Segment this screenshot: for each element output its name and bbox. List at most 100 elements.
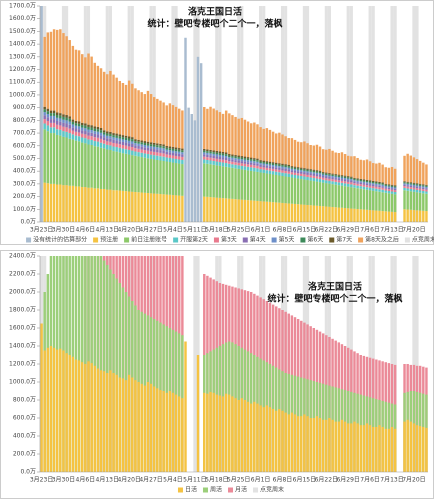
bar-segment: [268, 129, 272, 162]
bar-segment: [171, 195, 175, 222]
bar-segment: [243, 163, 247, 167]
bar: [372, 427, 375, 472]
bar-segment: [372, 163, 375, 181]
bar-segment: [249, 162, 253, 165]
bar-segment: [412, 210, 416, 222]
bar: [134, 380, 137, 472]
bar-segment: [387, 186, 391, 188]
bar-segment: [118, 138, 122, 142]
bar-segment: [96, 131, 100, 135]
bar-segment: [278, 167, 281, 170]
bar-segment: [81, 125, 84, 128]
bar-segment: [218, 112, 222, 152]
bar-segment: [237, 160, 240, 163]
bar-segment: [140, 192, 143, 222]
bar-segment: [309, 205, 312, 222]
bar-segment: [368, 184, 372, 186]
bar-segment: [224, 166, 228, 199]
bar-segment: [84, 123, 87, 126]
chart-subtitle: 统计：壁吧专楼吧个二个一，落枫: [147, 18, 282, 30]
bar-segment: [425, 184, 428, 186]
bar-segment: [93, 126, 96, 129]
bar-segment: [49, 113, 53, 116]
bar-segment: [328, 175, 331, 178]
bar-segment: [372, 181, 375, 184]
y-tick-label: 1200.0万: [9, 361, 36, 368]
bar-segment: [278, 166, 281, 168]
legend-swatch: [177, 487, 183, 493]
bar: [259, 405, 262, 472]
bar-segment: [190, 114, 193, 222]
bar-segment: [81, 127, 84, 131]
bar-segment: [115, 147, 118, 152]
bar-segment: [156, 143, 159, 146]
bar-segment: [365, 189, 369, 210]
bar-segment: [228, 198, 231, 222]
bar-segment: [415, 184, 419, 186]
bar: [393, 428, 397, 472]
bar-segment: [256, 171, 259, 201]
bar-segment: [162, 150, 165, 154]
bar-segment: [422, 189, 425, 191]
bar-segment: [87, 144, 90, 188]
bar-segment: [134, 141, 137, 144]
bar: [55, 349, 59, 472]
bar: [59, 348, 62, 472]
bar-segment: [368, 185, 372, 188]
bar-segment: [143, 192, 147, 222]
bar-segment: [253, 165, 256, 168]
bar-segment: [212, 152, 215, 154]
bar-segment: [287, 169, 290, 172]
bar-segment: [293, 169, 297, 171]
bar-segment: [168, 103, 172, 147]
bar: [115, 374, 118, 472]
bar-segment: [275, 174, 278, 203]
bar-segment: [340, 185, 344, 208]
bar-segment: [168, 194, 172, 222]
y-tick-label: 0.0万: [20, 219, 36, 226]
bar-segment: [93, 128, 96, 132]
y-tick-label: 1700.0万: [9, 3, 36, 10]
bar: [315, 416, 319, 472]
bar-segment: [228, 161, 231, 164]
bar-segment: [393, 194, 397, 213]
bar-segment: [409, 187, 413, 189]
bar-segment: [409, 185, 413, 188]
bar: [46, 347, 50, 472]
bar-segment: [181, 159, 184, 165]
bar-segment: [203, 159, 206, 164]
bar-segment: [240, 199, 244, 222]
bar-segment: [137, 192, 140, 222]
bar-segment: [403, 182, 406, 184]
bar-segment: [312, 205, 316, 222]
bar-segment: [165, 149, 168, 152]
bar: [77, 360, 81, 472]
bar-segment: [49, 115, 53, 120]
bar-segment: [384, 211, 387, 222]
bar: [174, 394, 178, 472]
bar-segment: [422, 185, 425, 187]
bar-segment: [334, 176, 337, 179]
bar-segment: [109, 131, 112, 134]
bar-segment: [365, 180, 369, 183]
bar: [365, 423, 369, 472]
legend-label: 第6天: [307, 236, 323, 244]
x-tick-label: 5月4日: [163, 227, 183, 234]
bar-segment: [143, 145, 147, 148]
bar-segment: [387, 211, 391, 222]
bar-segment: [384, 185, 387, 188]
y-tick-label: 1000.0万: [9, 379, 36, 386]
bar-segment: [131, 155, 134, 192]
x-tick-label: 4月6日: [76, 477, 96, 484]
bar-segment: [259, 172, 262, 202]
bar-segment: [112, 142, 115, 147]
bar-segment: [59, 121, 62, 126]
bar-segment: [221, 155, 225, 158]
bar-segment: [165, 154, 168, 158]
bar-segment: [121, 190, 125, 222]
bar-segment: [268, 164, 272, 167]
bar: [93, 365, 96, 472]
bar-segment: [81, 122, 84, 126]
bar: [425, 427, 428, 472]
bar-segment: [143, 142, 147, 146]
